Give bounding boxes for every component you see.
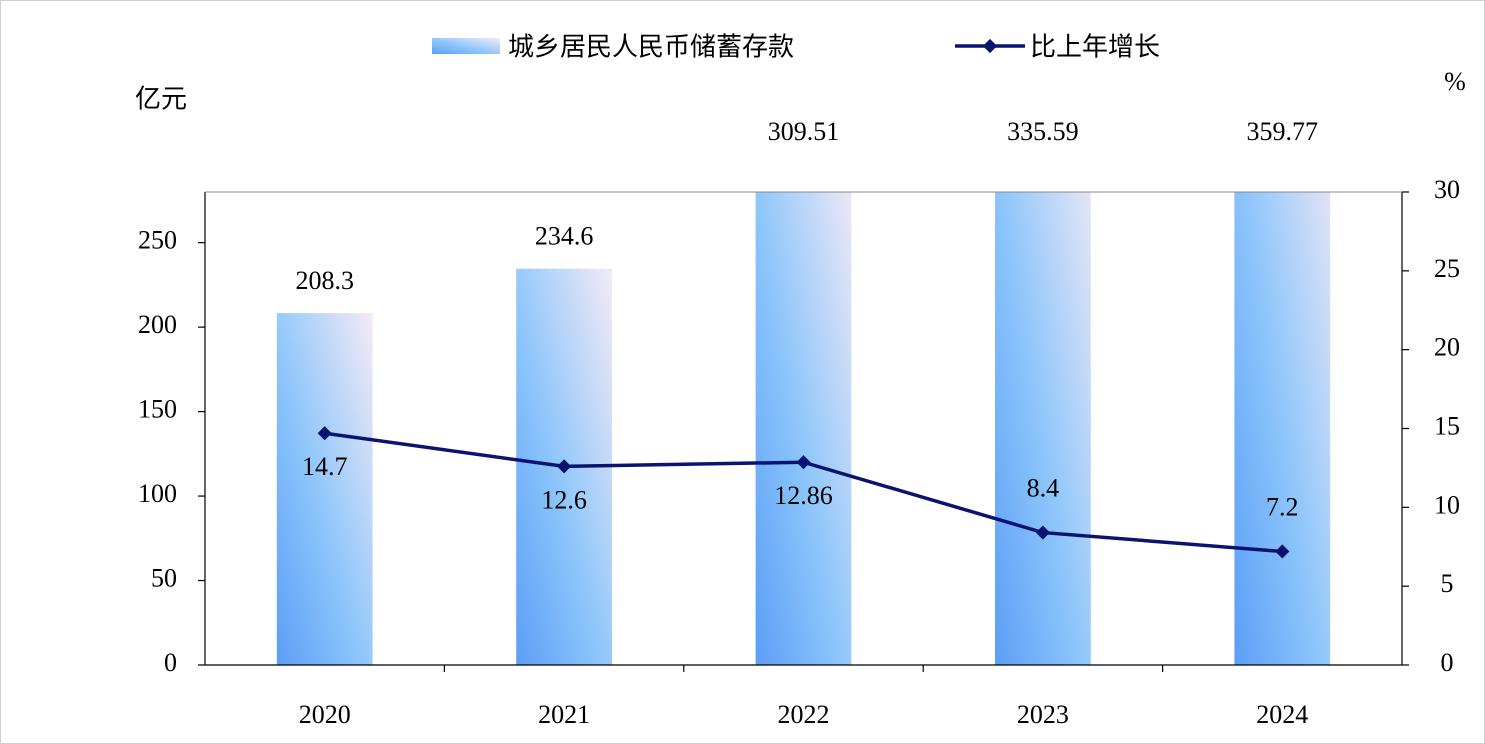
y-tick-label: 100 bbox=[138, 479, 177, 508]
y2-axis-label: % bbox=[1444, 67, 1466, 96]
bar bbox=[995, 192, 1091, 666]
plot-area bbox=[276, 192, 1331, 666]
bar-value-label: 309.51 bbox=[768, 117, 840, 146]
bar-value-label: 335.59 bbox=[1007, 117, 1079, 146]
bar bbox=[755, 192, 852, 666]
legend-swatch bbox=[432, 38, 500, 54]
legend-label: 比上年增长 bbox=[1030, 33, 1160, 63]
y2-tick-label: 10 bbox=[1434, 490, 1460, 519]
line-value-label: 12.6 bbox=[541, 485, 587, 514]
y-tick-label: 150 bbox=[138, 395, 177, 424]
x-tick-label: 2024 bbox=[1256, 700, 1308, 729]
y-tick-label: 50 bbox=[151, 564, 177, 593]
bar-value-label: 359.77 bbox=[1247, 117, 1319, 146]
legend-swatch-marker bbox=[982, 38, 998, 54]
bar-value-label: 234.6 bbox=[535, 222, 594, 251]
line-value-label: 12.86 bbox=[774, 481, 833, 510]
y-axis-label: 亿元 bbox=[135, 85, 187, 115]
y2-tick-label: 25 bbox=[1434, 254, 1460, 283]
x-tick-label: 2020 bbox=[299, 700, 351, 729]
x-tick-label: 2021 bbox=[538, 700, 590, 729]
bar-value-label: 208.3 bbox=[295, 266, 354, 295]
line-value-label: 14.7 bbox=[302, 452, 348, 481]
line-value-label: 7.2 bbox=[1266, 492, 1299, 521]
line-marker bbox=[557, 459, 572, 474]
y2-tick-label: 15 bbox=[1434, 411, 1460, 440]
y2-tick-label: 30 bbox=[1434, 175, 1460, 204]
y2-tick-label: 0 bbox=[1441, 648, 1454, 677]
y2-tick-label: 20 bbox=[1434, 333, 1460, 362]
x-tick-label: 2022 bbox=[778, 700, 830, 729]
line-marker bbox=[1035, 525, 1050, 540]
line-marker bbox=[796, 455, 811, 470]
y2-tick-label: 5 bbox=[1441, 569, 1454, 598]
bar bbox=[276, 313, 373, 665]
y-tick-label: 200 bbox=[138, 310, 177, 339]
line-marker bbox=[1275, 544, 1290, 559]
legend-label: 城乡居民人民币储蓄存款 bbox=[508, 33, 794, 63]
x-tick-label: 2023 bbox=[1017, 700, 1069, 729]
y-tick-label: 250 bbox=[138, 226, 177, 255]
line-marker bbox=[317, 426, 332, 441]
line-value-label: 8.4 bbox=[1027, 474, 1060, 503]
bar bbox=[1234, 192, 1331, 666]
y-tick-label: 0 bbox=[164, 648, 177, 677]
